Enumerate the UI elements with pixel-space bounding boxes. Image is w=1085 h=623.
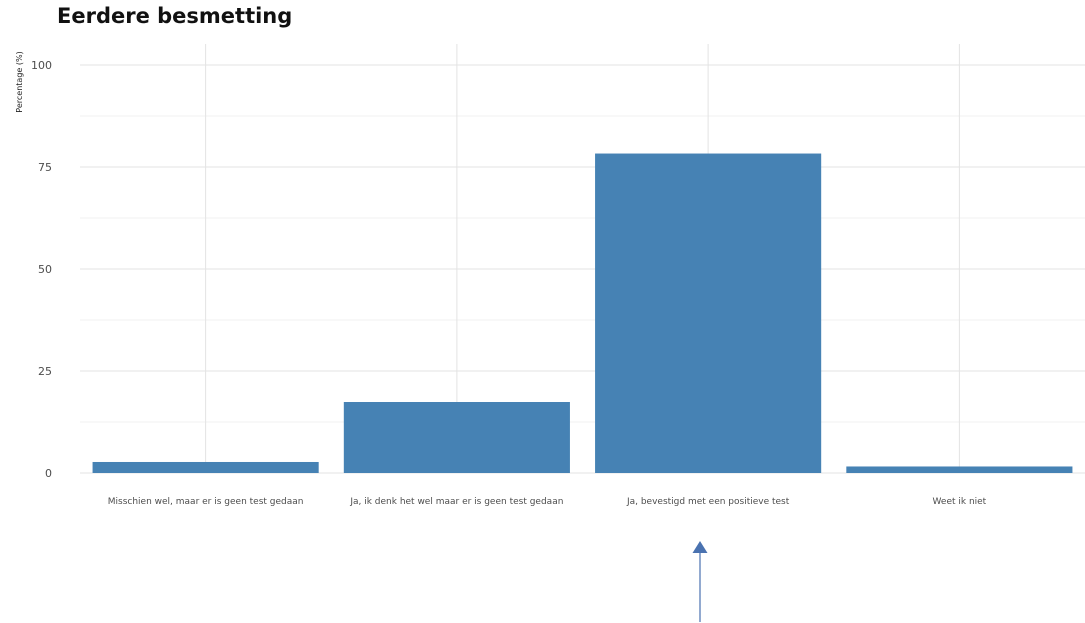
y-tick-label: 100 <box>31 59 52 72</box>
minor-gridlines <box>80 115 1085 423</box>
major-gridlines <box>80 44 1085 474</box>
x-tick-label: Ja, ik denk het wel maar er is geen test… <box>349 497 563 507</box>
y-tick-label: 0 <box>45 467 52 480</box>
bar <box>92 461 319 473</box>
chart-title: Eerdere besmetting <box>57 4 293 28</box>
y-axis-title: Percentage (%) <box>15 51 24 112</box>
x-tick-label: Ja, bevestigd met een positieve test <box>626 497 790 507</box>
x-tick-label: Misschien wel, maar er is geen test geda… <box>108 497 304 507</box>
bars <box>92 153 1073 473</box>
bar <box>343 402 570 473</box>
bar <box>595 153 822 473</box>
y-tick-label: 25 <box>38 365 52 378</box>
annotation-arrow <box>692 541 708 622</box>
y-tick-label: 75 <box>38 161 52 174</box>
x-tick-label: Weet ik niet <box>933 497 987 507</box>
y-axis-ticks: 0 25 50 75 100 <box>31 59 52 480</box>
bar <box>846 466 1073 473</box>
x-axis-labels: Misschien wel, maar er is geen test geda… <box>108 497 987 507</box>
y-tick-label: 50 <box>38 263 52 276</box>
